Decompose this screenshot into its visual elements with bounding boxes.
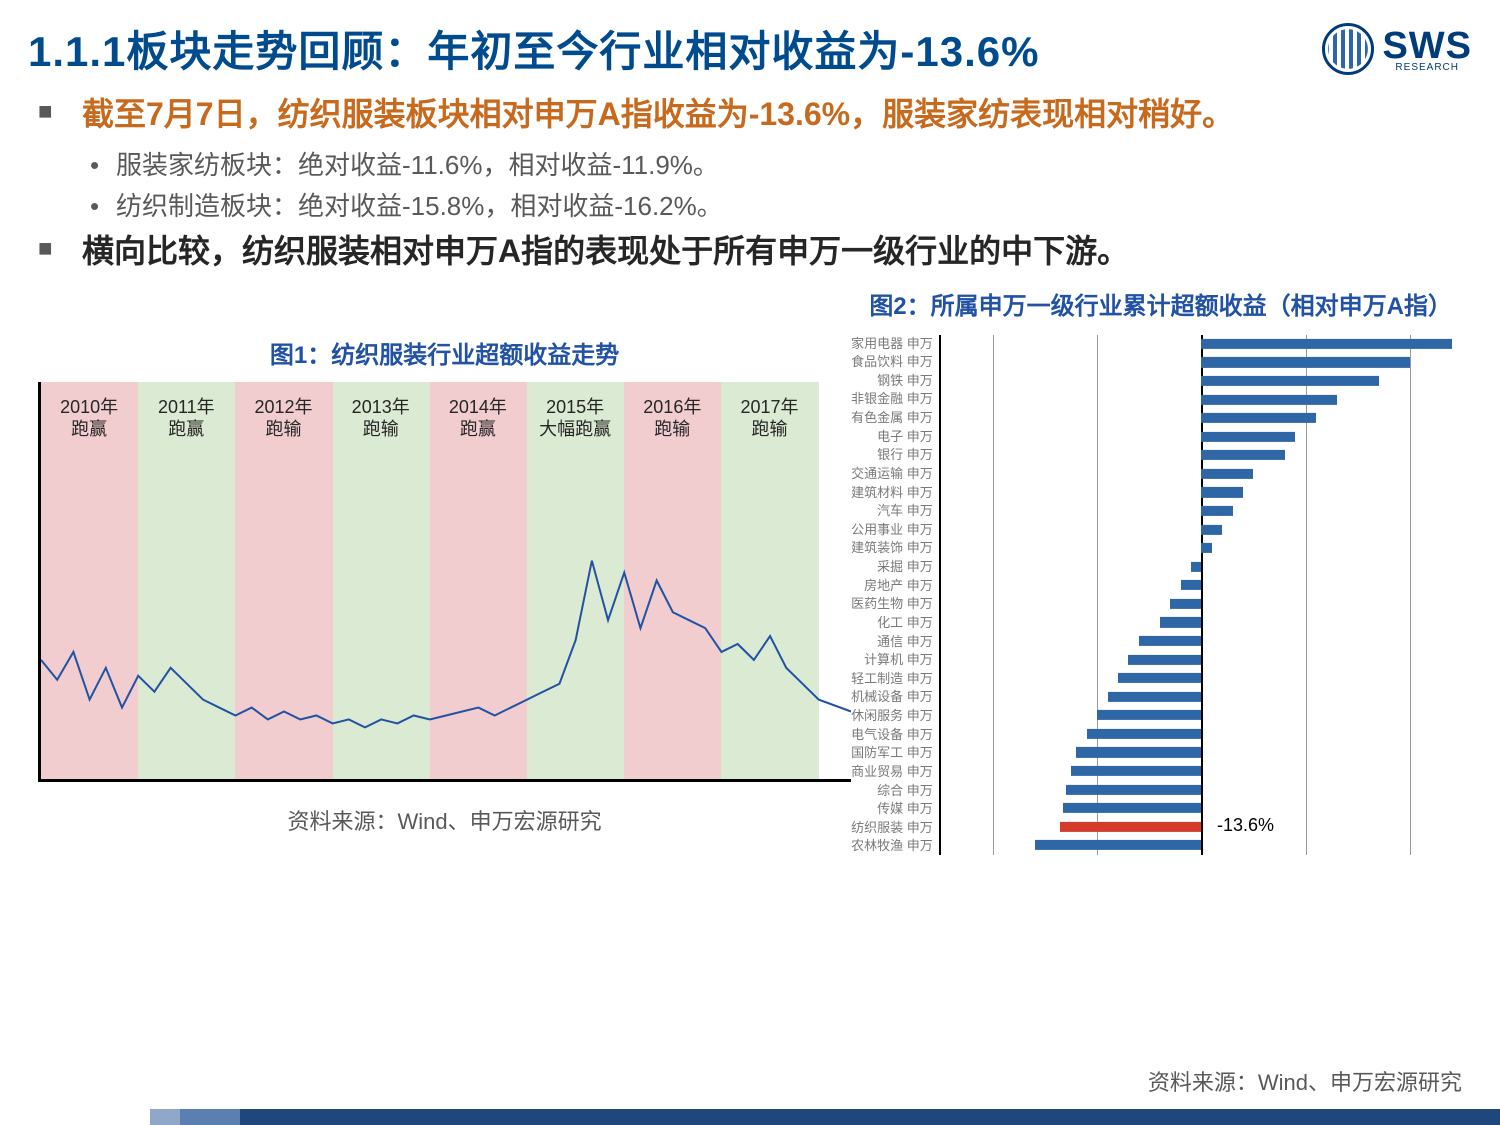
sector-label: 计算机 申万 [851, 653, 933, 666]
sector-bar [1035, 840, 1202, 850]
sector-label: 交通运输 申万 [851, 467, 933, 480]
logo-subtext: RESEARCH [1382, 62, 1472, 73]
sector-label: 建筑装饰 申万 [851, 541, 933, 554]
sector-bar [1201, 432, 1295, 442]
sector-bar [1201, 506, 1232, 516]
slide-title: 1.1.1板块走势回顾：年初至今行业相对收益为-13.6% [28, 18, 1040, 79]
brand-logo: SWS RESEARCH [1322, 23, 1472, 75]
sector-bar [1097, 710, 1201, 720]
bullet-lv2-1: 服装家纺板块：绝对收益-11.6%，相对收益-11.9%。 [116, 148, 1472, 183]
fig2-container: 家用电器 申万食品饮料 申万钢铁 申万非银金融 申万有色金属 申万电子 申万银行… [851, 335, 1472, 855]
fig2-plot: -13.6% [939, 335, 1462, 855]
sector-label: 电子 申万 [851, 430, 933, 443]
sector-bar [1201, 469, 1253, 479]
sector-label: 银行 申万 [851, 448, 933, 461]
bullet-lv2-2: 纺织制造板块：绝对收益-15.8%，相对收益-16.2%。 [116, 189, 1472, 224]
sector-bar [1201, 413, 1316, 423]
sector-bar [1118, 673, 1201, 683]
sector-bar [1201, 487, 1243, 497]
sector-bar [1060, 822, 1202, 832]
fig1-chart: 2010年跑赢2011年跑赢2012年跑输2013年跑输2014年跑赢2015年… [38, 382, 851, 782]
excess-return-line [41, 382, 851, 779]
fig1-container: 图1：纺织服装行业超额收益走势 2010年跑赢2011年跑赢2012年跑输201… [28, 335, 851, 855]
fig2-source: 资料来源：Wind、申万宏源研究 [1148, 1065, 1462, 1097]
sector-label: 通信 申万 [851, 635, 933, 648]
sector-label: 房地产 申万 [851, 579, 933, 592]
sector-label: 传媒 申万 [851, 802, 933, 815]
sector-bar [1201, 394, 1337, 404]
sector-bar [1201, 543, 1211, 553]
sector-bar [1063, 803, 1202, 813]
sector-label: 国防军工 申万 [851, 746, 933, 759]
sector-bar [1191, 562, 1201, 572]
sector-label: 医药生物 申万 [851, 597, 933, 610]
sector-label: 轻工制造 申万 [851, 672, 933, 685]
sector-label: 汽车 申万 [851, 504, 933, 517]
bullet-lv1-2: 横向比较，纺织服装相对申万A指的表现处于所有申万一级行业的中下游。 [82, 230, 1472, 273]
sector-bar [1201, 357, 1410, 367]
sector-label: 化工 申万 [851, 616, 933, 629]
sector-bar [1201, 524, 1222, 534]
sector-label: 纺织服装 申万 [851, 821, 933, 834]
sector-bar [1170, 599, 1201, 609]
fig1-source: 资料来源：Wind、申万宏源研究 [38, 804, 851, 836]
sector-label: 家用电器 申万 [851, 337, 933, 350]
sector-label: 休闲服务 申万 [851, 709, 933, 722]
sector-label: 公用事业 申万 [851, 523, 933, 536]
figure-area: 图1：纺织服装行业超额收益走势 2010年跑赢2011年跑赢2012年跑输201… [28, 335, 1472, 855]
sector-bar [1201, 450, 1284, 460]
sector-bar [1076, 747, 1201, 757]
fig2-title: 图2：所属申万一级行业累计超额收益（相对申万A指） [28, 286, 1472, 321]
sector-bar [1128, 654, 1201, 664]
fig2-chart: 家用电器 申万食品饮料 申万钢铁 申万非银金融 申万有色金属 申万电子 申万银行… [851, 335, 1462, 855]
sector-bar [1108, 692, 1202, 702]
sector-bar [1139, 636, 1202, 646]
sector-label: 采掘 申万 [851, 560, 933, 573]
sector-bar [1160, 617, 1202, 627]
sector-bar [1071, 766, 1201, 776]
sector-bar [1201, 376, 1378, 386]
sector-bar [1087, 729, 1202, 739]
sector-label: 建筑材料 申万 [851, 486, 933, 499]
sector-label: 综合 申万 [851, 784, 933, 797]
bullet-lv1-1: 截至7月7日，纺织服装板块相对申万A指收益为-13.6%，服装家纺表现相对稍好。 [82, 93, 1472, 136]
sector-bar [1066, 784, 1202, 794]
sector-bar [1201, 339, 1451, 349]
fig2-labels: 家用电器 申万食品饮料 申万钢铁 申万非银金融 申万有色金属 申万电子 申万银行… [851, 335, 939, 855]
sector-label: 有色金属 申万 [851, 411, 933, 424]
bullet-content: 截至7月7日，纺织服装板块相对申万A指收益为-13.6%，服装家纺表现相对稍好。… [28, 93, 1472, 274]
sector-label: 机械设备 申万 [851, 690, 933, 703]
sector-label: 非银金融 申万 [851, 392, 933, 405]
title-row: 1.1.1板块走势回顾：年初至今行业相对收益为-13.6% SWS RESEAR… [28, 18, 1472, 79]
sector-label: 电气设备 申万 [851, 728, 933, 741]
sws-logo-icon [1322, 23, 1374, 75]
sector-label: 食品饮料 申万 [851, 355, 933, 368]
fig1-title: 图1：纺织服装行业超额收益走势 [38, 335, 851, 370]
footer-bar [0, 1109, 1500, 1125]
sector-bar [1181, 580, 1202, 590]
sector-label: 农林牧渔 申万 [851, 839, 933, 852]
sector-label: 钢铁 申万 [851, 374, 933, 387]
sector-label: 商业贸易 申万 [851, 765, 933, 778]
slide: 1.1.1板块走势回顾：年初至今行业相对收益为-13.6% SWS RESEAR… [0, 0, 1500, 1125]
